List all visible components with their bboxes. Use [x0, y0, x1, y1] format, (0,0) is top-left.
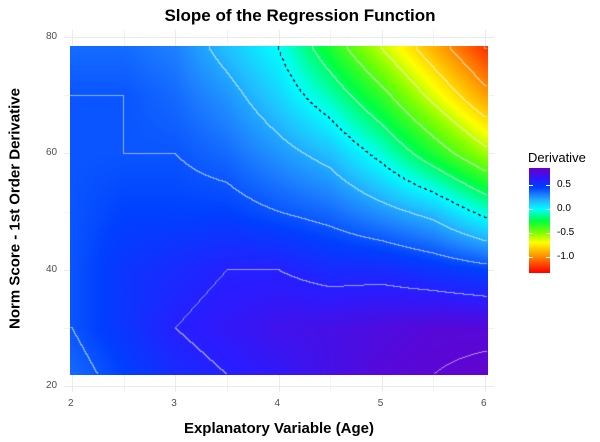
legend-tick-mark: [529, 208, 533, 210]
legend-tick-mark: [529, 184, 533, 186]
y-tick-label: 60: [46, 147, 58, 159]
y-tick-label: 20: [46, 380, 58, 391]
legend-tick-mark: [546, 257, 550, 259]
gridline-y: [64, 37, 494, 38]
legend-tick-label: 0.0: [557, 202, 571, 214]
legend-tick-mark: [546, 233, 550, 235]
legend-colorbar: [529, 168, 550, 273]
legend-tick-label: 0.5: [557, 178, 571, 190]
legend-tick-mark: [546, 184, 550, 186]
chart-title: Slope of the Regression Function: [164, 6, 436, 25]
x-tick-label: 3: [171, 398, 177, 409]
y-tick-label: 80: [46, 31, 58, 42]
x-tick-label: 5: [377, 398, 384, 409]
gridline-y: [64, 386, 494, 387]
x-tick-label: 4: [274, 398, 281, 409]
x-tick-label: 2: [68, 398, 74, 409]
x-tick-label: 6: [481, 398, 487, 409]
legend-tick-label: -1.0: [557, 251, 575, 263]
legend-tick-mark: [529, 257, 533, 259]
legend-title: Derivative: [528, 150, 586, 165]
legend-tick-label: -0.5: [557, 227, 575, 239]
heatmap-raster: [70, 46, 488, 375]
legend-tick-mark: [546, 208, 550, 210]
x-axis-title: Explanatory Variable (Age): [183, 420, 375, 437]
y-axis-title: Norm Score - 1st Order Derivative: [6, 88, 24, 329]
legend-tick-mark: [529, 233, 533, 235]
y-tick-label: 40: [46, 263, 58, 275]
